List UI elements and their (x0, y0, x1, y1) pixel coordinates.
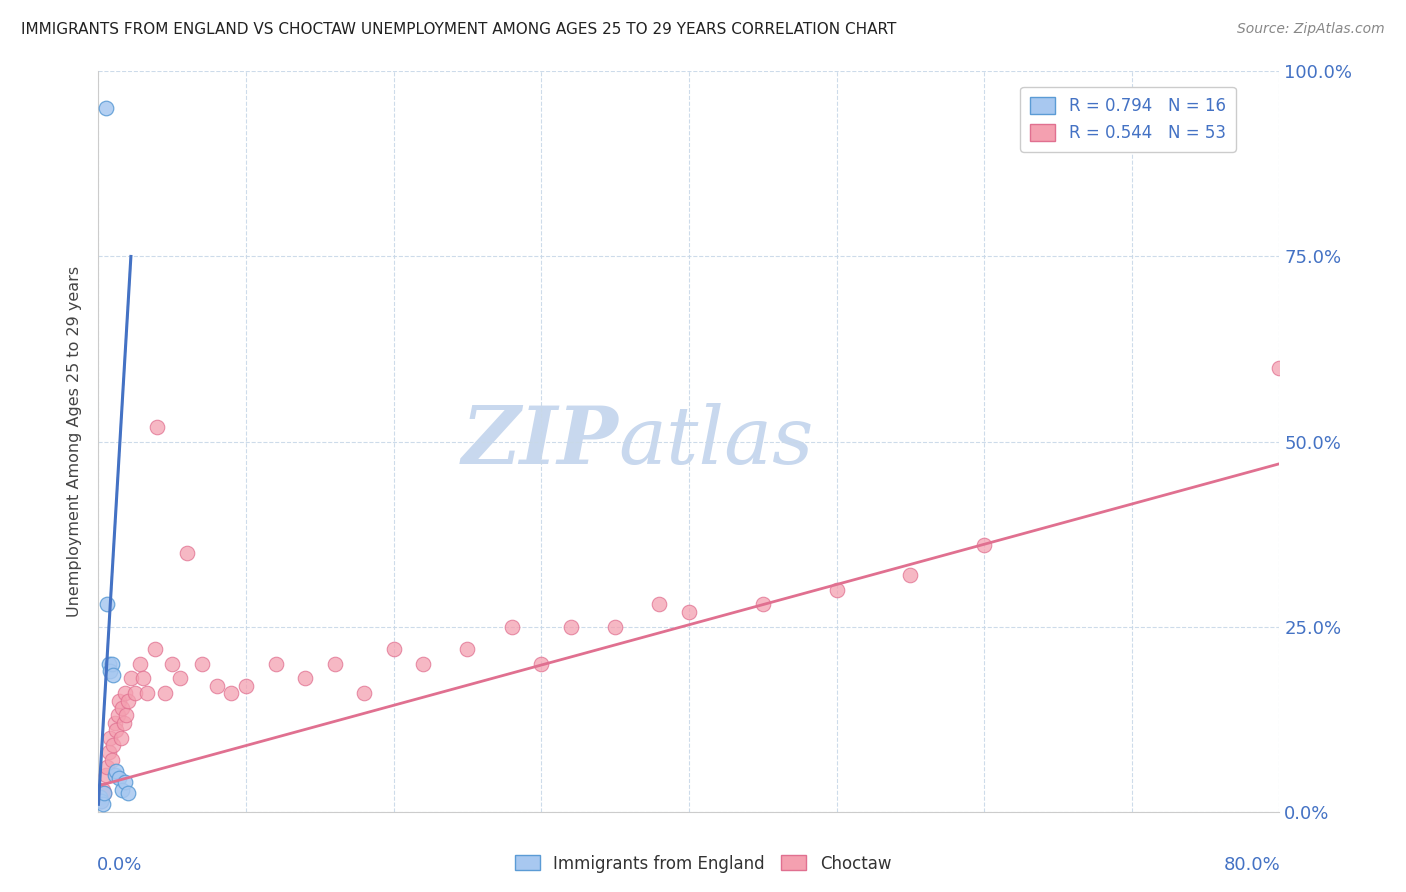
Text: atlas: atlas (619, 403, 814, 480)
Point (136, 686, 159, 700)
Point (264, 657, 287, 671)
Point (176, 546, 198, 560)
Point (97, 657, 120, 671)
Point (353, 686, 375, 700)
Text: ZIP: ZIP (461, 403, 619, 480)
Point (501, 619, 523, 633)
Point (132, 672, 155, 686)
Point (97, 746, 120, 760)
Point (162, 657, 183, 671)
Point (648, 598, 671, 612)
Text: 80.0%: 80.0% (1223, 856, 1281, 874)
Point (112, 715, 135, 730)
Y-axis label: Unemployment Among Ages 25 to 29 years: Unemployment Among Ages 25 to 29 years (67, 266, 83, 617)
Point (153, 686, 176, 700)
Point (96, 598, 118, 612)
Point (110, 731, 132, 745)
Point (91, 797, 114, 812)
Point (1268, 360, 1291, 375)
Point (114, 775, 136, 789)
Point (96, 760, 118, 774)
Point (752, 598, 775, 612)
Point (90, 794, 112, 808)
Point (678, 605, 700, 619)
Point (169, 672, 191, 686)
Point (105, 723, 128, 738)
Point (93, 786, 115, 800)
Point (90, 794, 112, 808)
Point (89, 789, 111, 804)
Point (115, 708, 138, 723)
Point (89, 789, 111, 804)
Point (143, 641, 166, 656)
Point (124, 686, 146, 700)
Point (117, 694, 139, 708)
Point (412, 657, 434, 671)
Point (100, 657, 122, 671)
Point (560, 619, 582, 633)
Point (294, 672, 316, 686)
Point (221, 686, 243, 700)
Point (120, 672, 142, 686)
Point (235, 679, 257, 693)
Point (111, 701, 134, 715)
Point (605, 619, 627, 633)
Text: 0.0%: 0.0% (97, 856, 142, 874)
Point (100, 753, 122, 767)
Point (94, 767, 117, 781)
Point (98, 664, 121, 678)
Point (323, 657, 346, 671)
Point (117, 786, 139, 800)
Point (94, 102, 117, 116)
Point (93, 786, 115, 800)
Point (114, 686, 136, 700)
Point (825, 582, 848, 597)
Point (530, 657, 553, 671)
Point (111, 782, 134, 797)
Point (105, 764, 128, 778)
Point (98, 731, 121, 745)
Point (457, 641, 479, 656)
Point (103, 738, 125, 752)
Point (108, 772, 131, 786)
Legend: Immigrants from England, Choctaw: Immigrants from England, Choctaw (508, 848, 898, 880)
Point (108, 694, 131, 708)
Point (107, 708, 129, 723)
Point (973, 538, 995, 552)
Point (91, 782, 114, 797)
Legend: R = 0.794   N = 16, R = 0.544   N = 53: R = 0.794 N = 16, R = 0.544 N = 53 (1021, 87, 1236, 152)
Point (104, 767, 127, 781)
Point (900, 567, 922, 582)
Text: Source: ZipAtlas.com: Source: ZipAtlas.com (1237, 22, 1385, 37)
Point (104, 715, 127, 730)
Point (382, 641, 405, 656)
Point (146, 419, 169, 434)
Point (103, 667, 125, 681)
Point (205, 679, 228, 693)
Point (191, 657, 214, 671)
Text: IMMIGRANTS FROM ENGLAND VS CHOCTAW UNEMPLOYMENT AMONG AGES 25 TO 29 YEARS CORREL: IMMIGRANTS FROM ENGLAND VS CHOCTAW UNEMP… (21, 22, 897, 37)
Point (128, 657, 150, 671)
